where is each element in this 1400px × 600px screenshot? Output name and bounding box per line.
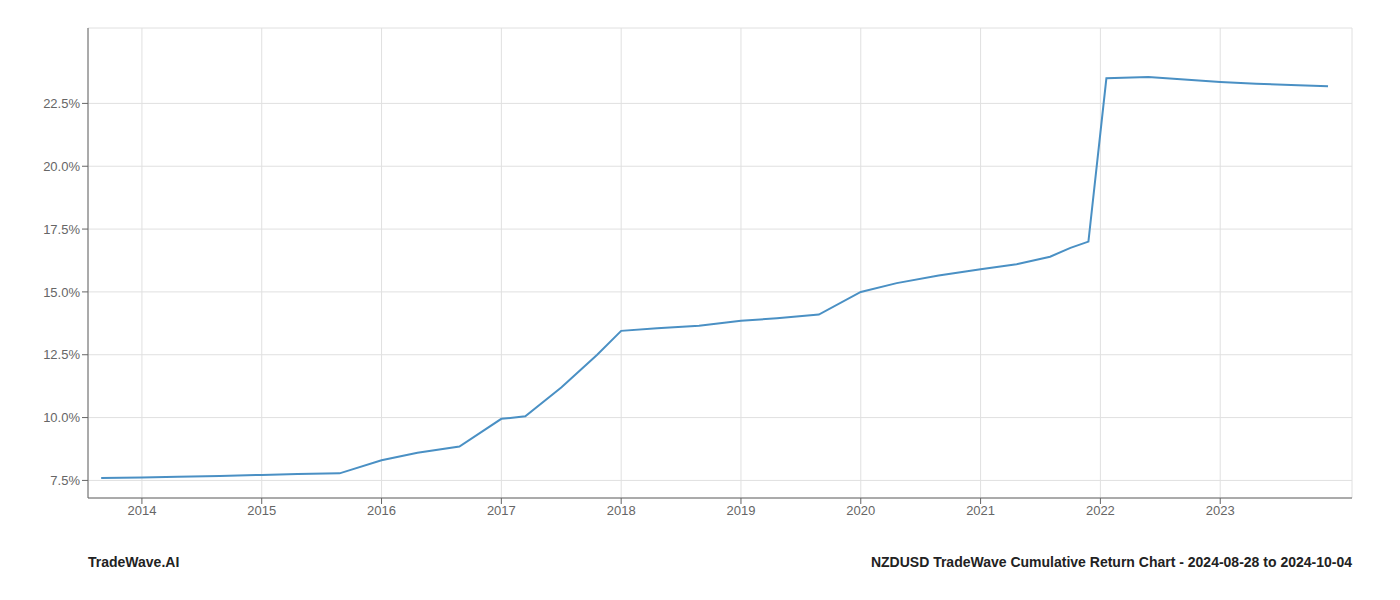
svg-text:2017: 2017 bbox=[487, 503, 516, 518]
svg-text:20.0%: 20.0% bbox=[43, 159, 80, 174]
svg-text:2018: 2018 bbox=[607, 503, 636, 518]
svg-text:22.5%: 22.5% bbox=[43, 96, 80, 111]
svg-text:15.0%: 15.0% bbox=[43, 285, 80, 300]
svg-text:2021: 2021 bbox=[966, 503, 995, 518]
html-text:NZDUSD TradeWave Cumulative Re: NZDUSD TradeWave Cumulative Return Chart… bbox=[870, 554, 1352, 570]
svg-text:2015: 2015 bbox=[247, 503, 276, 518]
svg-text:12.5%: 12.5% bbox=[43, 347, 80, 362]
svg-text:10.0%: 10.0% bbox=[43, 410, 80, 425]
svg-text:2016: 2016 bbox=[367, 503, 396, 518]
svg-text:2022: 2022 bbox=[1086, 503, 1115, 518]
svg-text:2019: 2019 bbox=[727, 503, 756, 518]
svg-text:2014: 2014 bbox=[127, 503, 156, 518]
svg-text:2023: 2023 bbox=[1206, 503, 1235, 518]
html-text:TradeWave.AI: TradeWave.AI bbox=[88, 554, 180, 570]
svg-text:7.5%: 7.5% bbox=[50, 473, 80, 488]
svg-text:17.5%: 17.5% bbox=[43, 222, 80, 237]
svg-text:2020: 2020 bbox=[846, 503, 875, 518]
